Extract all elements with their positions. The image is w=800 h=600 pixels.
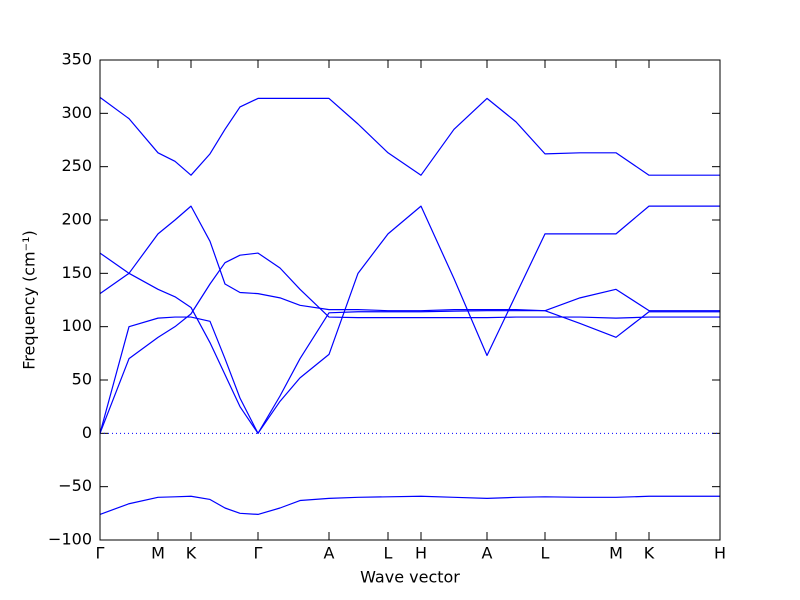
band-line <box>99 205 720 434</box>
x-tick-label: A <box>324 544 335 563</box>
band-line <box>99 252 720 434</box>
x-tick-label: H <box>714 544 726 563</box>
x-tick-label: K <box>644 544 655 563</box>
y-tick-label: −50 <box>58 476 92 495</box>
x-tick-label: A <box>482 544 493 563</box>
y-tick-label: 350 <box>61 50 92 69</box>
x-tick-label: H <box>415 544 427 563</box>
y-tick-label: 50 <box>72 370 92 389</box>
x-axis-label: Wave vector <box>360 568 460 587</box>
x-tick-label: M <box>151 544 165 563</box>
band-line <box>99 96 720 176</box>
x-tick-label: K <box>186 544 197 563</box>
x-tick-label: L <box>541 544 550 563</box>
band-line <box>99 252 720 434</box>
y-tick-label: 200 <box>61 210 92 229</box>
x-tick-label: Γ <box>96 544 105 563</box>
y-tick-label: −100 <box>48 530 92 549</box>
x-tick-label: Γ <box>254 544 263 563</box>
band-line <box>99 205 720 338</box>
y-tick-label: 150 <box>61 263 92 282</box>
x-tick-label: L <box>384 544 393 563</box>
y-tick-label: 0 <box>82 423 92 442</box>
y-tick-label: 250 <box>61 156 92 175</box>
y-tick-label: 300 <box>61 103 92 122</box>
y-axis-label: Frequency (cm⁻¹) <box>20 230 39 369</box>
y-tick-label: 100 <box>61 316 92 335</box>
plot-frame <box>99 59 721 541</box>
x-tick-label: M <box>609 544 623 563</box>
band-line <box>99 495 720 515</box>
